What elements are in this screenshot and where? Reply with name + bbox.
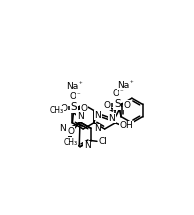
Text: N: N bbox=[108, 114, 115, 123]
Text: Na: Na bbox=[117, 81, 130, 90]
Text: CH₃: CH₃ bbox=[50, 106, 64, 115]
Text: N: N bbox=[84, 141, 91, 150]
Text: N: N bbox=[59, 124, 65, 133]
Text: Cl: Cl bbox=[99, 137, 108, 146]
Text: ⁺: ⁺ bbox=[129, 81, 133, 87]
Text: N: N bbox=[94, 124, 101, 134]
Text: ⁻: ⁻ bbox=[76, 92, 80, 98]
Text: N: N bbox=[77, 112, 83, 121]
Text: O: O bbox=[104, 101, 111, 110]
Text: ⁺: ⁺ bbox=[78, 82, 82, 88]
Text: Na: Na bbox=[66, 82, 79, 91]
Text: O: O bbox=[67, 127, 74, 136]
Text: N: N bbox=[94, 111, 101, 120]
Text: S: S bbox=[71, 102, 77, 112]
Text: O: O bbox=[113, 89, 120, 98]
Text: O: O bbox=[124, 101, 131, 110]
Text: O: O bbox=[60, 104, 67, 113]
Text: ⁻: ⁻ bbox=[120, 89, 123, 95]
Text: S: S bbox=[114, 99, 120, 109]
Text: O: O bbox=[81, 104, 87, 113]
Text: OH: OH bbox=[119, 121, 133, 131]
Text: O: O bbox=[70, 92, 77, 101]
Text: CH₃: CH₃ bbox=[64, 138, 78, 147]
